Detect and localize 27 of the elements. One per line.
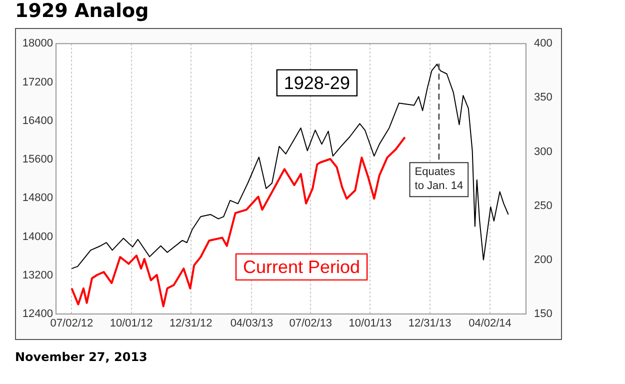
y-tick-label: 18000	[22, 38, 53, 50]
series-label: Current Period	[243, 256, 360, 277]
y-tick-label: 13200	[22, 269, 53, 282]
x-tick-label: 07/02/12	[50, 318, 94, 330]
y2-tick-label: 250	[534, 200, 552, 212]
y2-tick-label: 150	[534, 308, 552, 320]
x-tick-label: 12/31/13	[408, 318, 452, 330]
y-tick-label: 14000	[22, 230, 53, 243]
y-tick-label: 14800	[22, 192, 53, 204]
x-tick-label: 07/02/13	[289, 318, 332, 330]
y2-tick-label: 200	[534, 254, 552, 266]
chart-title: 1929 Analog	[15, 0, 149, 22]
y-tick-label: 12400	[22, 308, 53, 320]
x-tick-label: 10/01/12	[110, 318, 153, 330]
y2-tick-label: 350	[534, 92, 552, 104]
x-tick-label: 04/03/13	[230, 318, 274, 330]
y2-tick-label: 400	[534, 38, 552, 50]
y-tick-label: 17200	[22, 76, 53, 88]
x-tick-label: 12/31/12	[169, 318, 212, 330]
y-tick-label: 15600	[22, 154, 53, 166]
y2-tick-label: 300	[534, 146, 552, 158]
x-tick-label: 04/02/14	[468, 318, 512, 330]
series-label: 1928-29	[284, 72, 350, 93]
ref-line-label: Equates to Jan. 14	[414, 166, 464, 192]
text: November 27, 2013	[15, 350, 148, 364]
x-tick-label: 10/01/13	[348, 318, 392, 330]
y-tick-label: 16400	[22, 114, 53, 127]
